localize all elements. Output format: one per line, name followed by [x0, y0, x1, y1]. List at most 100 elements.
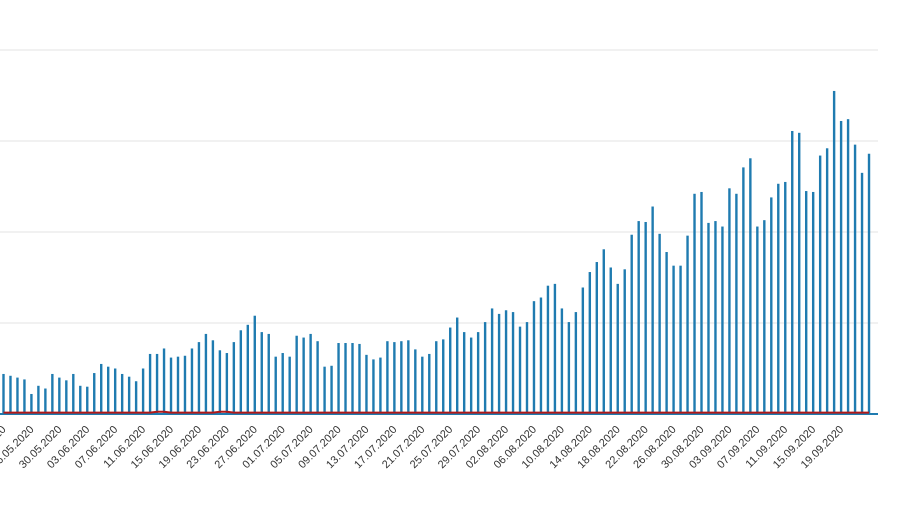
bar — [211, 340, 215, 414]
bar — [435, 341, 438, 414]
bar — [853, 144, 857, 414]
bar — [539, 297, 543, 414]
bar — [637, 221, 640, 414]
bar — [825, 148, 829, 414]
bar — [169, 357, 173, 414]
bar — [9, 375, 12, 414]
bar — [113, 368, 117, 414]
bar — [302, 337, 305, 414]
bar — [707, 222, 710, 414]
bar — [693, 193, 696, 414]
bar — [358, 343, 361, 414]
bar — [23, 379, 26, 414]
bar — [574, 312, 578, 414]
bar — [309, 333, 312, 414]
bar — [239, 330, 243, 414]
bar — [274, 356, 277, 414]
bar — [344, 343, 347, 414]
bar — [721, 226, 724, 414]
bar — [511, 312, 515, 414]
bar — [805, 191, 808, 414]
chart-grid — [0, 49, 878, 324]
bar — [372, 359, 375, 414]
bar — [120, 373, 124, 414]
bar — [37, 385, 40, 414]
bar — [588, 272, 592, 414]
bar — [134, 381, 138, 414]
bar — [546, 285, 550, 414]
bar — [756, 226, 759, 414]
bar — [742, 167, 745, 414]
bar — [93, 373, 96, 414]
bar — [442, 339, 445, 414]
bar — [609, 267, 612, 414]
bar — [176, 356, 180, 414]
bar — [777, 183, 780, 414]
bar — [567, 322, 571, 414]
bar — [798, 132, 801, 414]
bar — [456, 317, 459, 414]
bar — [365, 354, 368, 414]
bar — [763, 220, 766, 414]
bar — [393, 342, 396, 414]
bar — [204, 333, 208, 414]
bar — [623, 269, 626, 414]
bar — [449, 327, 452, 414]
bar — [107, 366, 110, 414]
bar — [595, 262, 598, 414]
bar — [630, 234, 633, 414]
bar — [679, 265, 682, 414]
bar — [867, 153, 871, 415]
bar — [518, 326, 522, 414]
bar — [232, 342, 236, 414]
bar — [148, 353, 152, 414]
bar — [281, 353, 284, 414]
bar — [860, 172, 864, 414]
bar — [407, 340, 410, 414]
bar — [253, 315, 256, 414]
bar — [16, 377, 19, 414]
bar — [476, 332, 480, 414]
bar — [190, 348, 194, 414]
bar — [504, 310, 508, 414]
bar — [86, 386, 89, 414]
bar — [100, 363, 103, 414]
bar — [183, 355, 187, 414]
bar — [337, 343, 340, 414]
bar — [162, 348, 166, 414]
bar — [665, 252, 668, 414]
bar — [560, 308, 564, 414]
bar — [400, 341, 403, 414]
x-axis-ticks: 22.05.202026.05.202030.05.202003.06.2020… — [0, 424, 846, 471]
bar — [295, 335, 298, 414]
bar — [30, 393, 33, 414]
bar — [581, 287, 585, 414]
bar — [65, 380, 68, 414]
bar — [218, 350, 222, 414]
bar — [379, 357, 382, 414]
bar — [735, 193, 738, 414]
bar — [127, 376, 131, 414]
bar — [2, 373, 5, 414]
bar — [483, 322, 487, 414]
bar — [818, 155, 822, 414]
bar-series — [0, 90, 878, 415]
bar — [428, 353, 431, 414]
bar — [811, 191, 815, 414]
bar — [525, 322, 529, 414]
bar — [246, 324, 249, 414]
bar — [155, 353, 159, 414]
bar — [714, 221, 717, 414]
bar — [728, 188, 731, 414]
bar — [197, 342, 201, 414]
bar — [839, 120, 843, 414]
bar — [497, 313, 501, 414]
bar — [260, 332, 263, 414]
bar — [832, 90, 836, 414]
bar — [316, 341, 319, 414]
bar — [532, 301, 536, 414]
bar — [351, 343, 354, 414]
bar — [651, 206, 654, 414]
bar — [44, 388, 47, 414]
bar — [469, 337, 473, 414]
